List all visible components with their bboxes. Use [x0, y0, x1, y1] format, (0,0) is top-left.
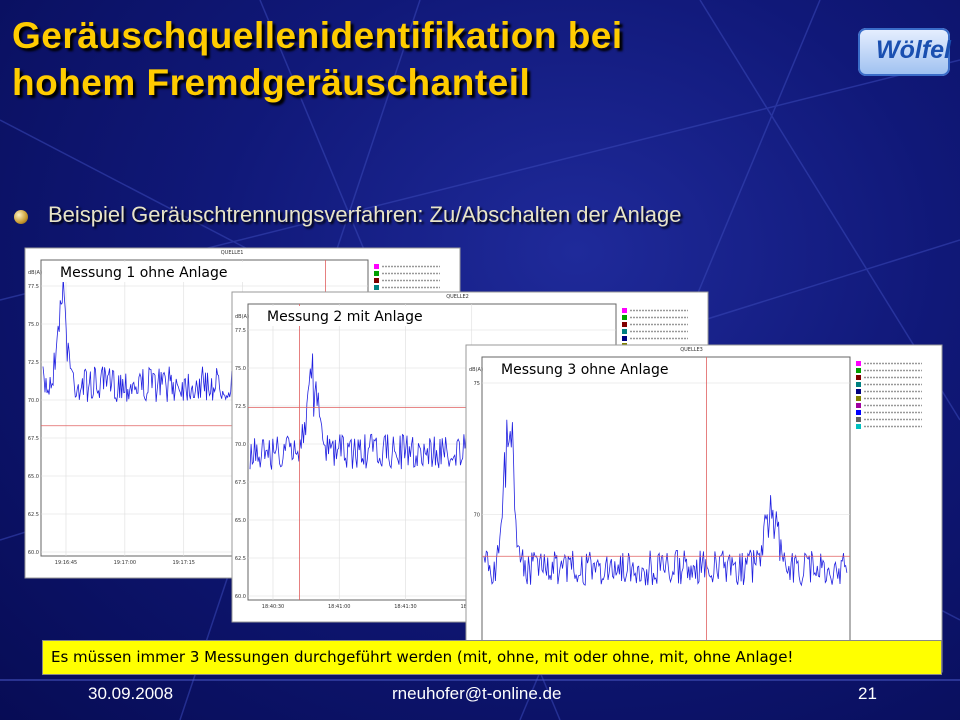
source-label: QUELLE1	[221, 250, 244, 256]
legend-swatch	[856, 424, 861, 429]
y-tick-label: 75.0	[235, 366, 246, 372]
panel-label-bg	[264, 306, 460, 326]
y-tick-label: 67.5	[235, 480, 246, 486]
y-tick-label: 70.0	[235, 442, 246, 448]
y-tick-label: 72.5	[28, 360, 39, 366]
legend-swatch	[622, 308, 627, 313]
title-line: hohem Fremdgeräuschanteil	[12, 62, 531, 103]
x-tick-label: 19:16:45	[55, 560, 77, 566]
x-tick-label: 19:17:00	[114, 560, 136, 566]
source-label: QUELLE2	[446, 294, 469, 300]
x-tick-label: 18:40:30	[262, 604, 284, 610]
logo-text: Wölfel	[876, 36, 951, 64]
panel-label-bg	[498, 359, 694, 379]
legend-swatch	[622, 329, 627, 334]
footer-email: rneuhofer@t-online.de	[392, 684, 562, 703]
legend-swatch	[374, 264, 379, 269]
note: Es müssen immer 3 Messungen durchgeführt…	[42, 640, 942, 675]
y-tick-label: 77.5	[28, 284, 39, 290]
footer-date: 30.09.2008	[88, 684, 174, 703]
y-tick-label: 75.0	[28, 322, 39, 328]
legend-swatch	[856, 389, 861, 394]
y-tick-label: 72.5	[235, 404, 246, 410]
legend-swatch	[374, 285, 379, 290]
y-tick-label: 77.5	[235, 328, 246, 334]
footer-page: 21	[858, 684, 877, 703]
x-tick-label: 18:41:00	[328, 604, 350, 610]
y-tick-label: 75	[474, 381, 480, 387]
bullet-dot	[14, 210, 28, 224]
plot-area	[481, 356, 851, 651]
legend-swatch	[856, 410, 861, 415]
legend-swatch	[622, 322, 627, 327]
source-label: QUELLE3	[680, 347, 703, 353]
legend-swatch	[856, 396, 861, 401]
legend-swatch	[374, 278, 379, 283]
legend-swatch	[856, 375, 861, 380]
y-tick-label: 65.0	[28, 474, 39, 480]
logo: Wölfel	[858, 28, 951, 76]
y-tick-label: 65.0	[235, 518, 246, 524]
y-unit: dB(A)	[469, 367, 483, 373]
legend-swatch	[622, 315, 627, 320]
x-tick-label: 18:41:30	[394, 604, 416, 610]
y-tick-label: 60.0	[28, 550, 39, 556]
legend-swatch	[856, 417, 861, 422]
title-line: Geräuschquellenidentifikation bei	[12, 15, 623, 56]
y-tick-label: 70.0	[28, 398, 39, 404]
x-tick-label: 19:17:15	[172, 560, 194, 566]
y-tick-label: 62.5	[28, 512, 39, 518]
panel-label: Messung 2 mit Anlage	[267, 309, 423, 325]
panel-label: Messung 3 ohne Anlage	[501, 362, 669, 378]
panel-label: Messung 1 ohne Anlage	[60, 265, 228, 281]
legend-swatch	[856, 403, 861, 408]
y-unit: dB(A)	[235, 314, 249, 320]
y-unit: dB(A)	[28, 270, 42, 276]
y-tick-label: 60.0	[235, 594, 246, 600]
noise-trace	[483, 419, 848, 587]
slide-title: Geräuschquellenidentifikation bei hohem …	[12, 12, 623, 106]
legend-swatch	[856, 368, 861, 373]
y-tick-label: 62.5	[235, 556, 246, 562]
y-tick-label: 67.5	[28, 436, 39, 442]
bullet-text: Beispiel Geräuschtrennungsverfahren: Zu/…	[48, 202, 682, 227]
legend-swatch	[856, 382, 861, 387]
legend-swatch	[856, 361, 861, 366]
legend-swatch	[622, 336, 627, 341]
panel-label-bg	[57, 262, 253, 282]
legend-swatch	[374, 271, 379, 276]
y-tick-label: 70	[474, 513, 480, 519]
